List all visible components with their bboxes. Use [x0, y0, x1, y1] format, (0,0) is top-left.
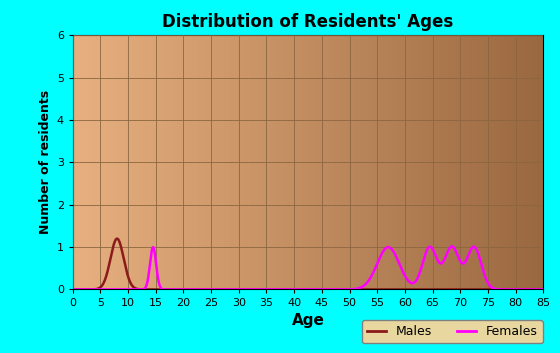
X-axis label: Age: Age: [292, 313, 324, 328]
Y-axis label: Number of residents: Number of residents: [40, 90, 53, 234]
Title: Distribution of Residents' Ages: Distribution of Residents' Ages: [162, 13, 454, 31]
Legend: Males, Females: Males, Females: [362, 320, 543, 343]
